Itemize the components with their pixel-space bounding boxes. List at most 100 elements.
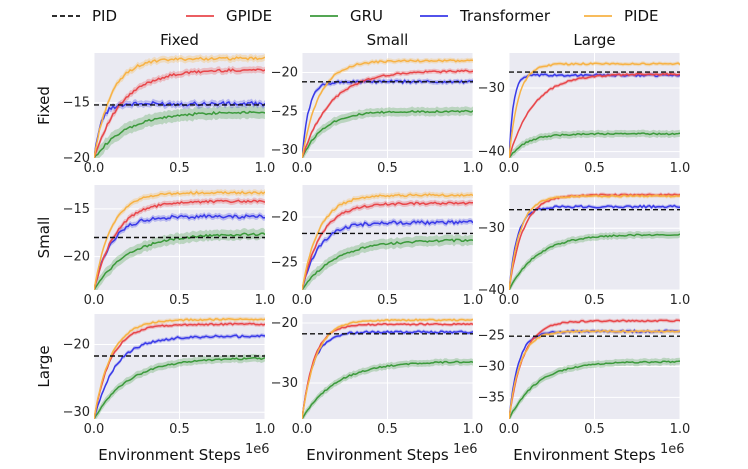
series-gru <box>302 360 473 419</box>
y-tick-label: −25 <box>271 104 298 119</box>
series-gpide <box>94 67 265 158</box>
series-pide <box>94 317 265 419</box>
panel-large-0: −20 −30 0.0 0.5 1.0 Large Environment Steps 1e6 <box>35 314 275 464</box>
y-tick-label: −20 <box>63 151 90 166</box>
band-gru <box>302 106 473 158</box>
panel-small-2: −30 −400.0 0.5 1.0 <box>478 185 691 308</box>
band-gru <box>94 354 265 419</box>
x-axis-label: Environment Steps <box>98 446 241 464</box>
legend-label-pid: PID <box>92 7 117 25</box>
column-title: Large <box>573 31 615 49</box>
y-tick-label: −15 <box>63 202 90 217</box>
y-tick-label: −40 <box>478 283 505 298</box>
x-axis-label: Environment Steps <box>306 446 449 464</box>
series-transformer <box>302 330 473 419</box>
series-gpide <box>94 322 265 419</box>
x-tick-label: 1.0 <box>463 422 484 437</box>
series-gpide <box>509 72 680 158</box>
series-gru <box>509 360 680 419</box>
column-title: Small <box>367 31 409 49</box>
series-transformer <box>94 100 265 158</box>
x-tick-label: 0.5 <box>169 422 190 437</box>
plot-area <box>509 61 680 158</box>
plot-area <box>94 316 265 419</box>
x-tick-label: 1.0 <box>255 161 276 176</box>
y-tick-label: −40 <box>478 145 505 160</box>
row-title: Large <box>35 345 53 387</box>
y-tick-label: −15 <box>63 96 90 111</box>
y-tick-label: −20 <box>63 250 90 265</box>
x-tick-label: 1.0 <box>670 293 691 308</box>
x-tick-label: 0.5 <box>584 422 605 437</box>
y-tick-label: −20 <box>271 210 298 225</box>
plot-area <box>509 192 680 290</box>
band-transformer <box>302 78 473 158</box>
series-transformer <box>94 334 265 419</box>
legend-label-transformer: Transformer <box>459 7 551 25</box>
x-tick-label: 1.0 <box>463 161 484 176</box>
series-gru <box>94 232 265 290</box>
x-tick-label: 0.5 <box>169 161 190 176</box>
band-gru <box>94 227 265 290</box>
row-title: Small <box>35 217 53 259</box>
series-gpide <box>302 201 473 290</box>
panel-small-1: −20 −25 0.0 0.5 1.0 <box>271 185 484 308</box>
x-tick-label: 0.5 <box>584 293 605 308</box>
band-gru <box>302 358 473 419</box>
series-pide <box>94 190 265 290</box>
series-transformer <box>302 79 473 158</box>
column-title: Fixed <box>160 31 199 49</box>
y-tick-label: −25 <box>478 329 505 344</box>
y-tick-label: −20 <box>271 65 298 80</box>
panel-large-1: −20 −30 0.0 0.5 1.0 Environment Steps 1e6 <box>271 314 484 464</box>
series-pide <box>302 59 473 158</box>
x-tick-label: 1.0 <box>255 293 276 308</box>
x-scale-label: 1e6 <box>245 442 270 457</box>
y-tick-label: −20 <box>63 337 90 352</box>
x-tick-label: 0.0 <box>499 422 520 437</box>
x-tick-label: 0.5 <box>377 422 398 437</box>
x-tick-label: 1.0 <box>463 293 484 308</box>
band-gru <box>509 357 680 419</box>
x-tick-label: 1.0 <box>670 161 691 176</box>
y-tick-label: −30 <box>478 360 505 375</box>
panel-small-0: −15 −20 0.0 0.5 1.0 Small <box>35 185 275 308</box>
y-tick-label: −30 <box>271 143 298 158</box>
series-pide <box>94 56 265 158</box>
plot-area <box>302 191 473 290</box>
x-tick-label: 0.5 <box>377 161 398 176</box>
x-tick-label: 0.0 <box>499 161 520 176</box>
series-pide <box>509 329 680 419</box>
x-tick-label: 0.0 <box>499 293 520 308</box>
series-gru <box>509 132 680 158</box>
legend-label-pide: PIDE <box>624 7 659 25</box>
series-pide <box>509 194 680 290</box>
x-tick-label: 0.5 <box>377 293 398 308</box>
legend-label-gpide: GPIDE <box>226 7 272 25</box>
x-tick-label: 1.0 <box>670 422 691 437</box>
legend-label-gru: GRU <box>350 7 383 25</box>
panel-large-2: −25 −30 −35 0.0 0.5 1.0 Environment Steps 1e6 <box>478 314 691 464</box>
y-tick-label: −30 <box>478 221 505 236</box>
panel-fixed-0: −15 −200.0 0.5 1.0 Fixed Fixed <box>35 31 275 176</box>
plot-area <box>94 53 265 158</box>
x-tick-label: 0.5 <box>169 293 190 308</box>
y-tick-label: −25 <box>271 256 298 271</box>
panel-fixed-2: −30 −400.0 0.5 1.0 Large <box>478 31 691 176</box>
series-gru <box>509 233 680 290</box>
x-tick-label: 0.0 <box>84 422 105 437</box>
series-gru <box>302 238 473 290</box>
series-gpide <box>302 69 473 158</box>
y-tick-label: −35 <box>478 390 505 405</box>
band-gru <box>509 230 680 290</box>
series-gpide <box>509 319 680 419</box>
series-gpide <box>94 199 265 290</box>
plot-area <box>302 317 473 419</box>
row-title: Fixed <box>35 86 53 125</box>
series-gru <box>94 110 265 158</box>
y-tick-label: −30 <box>478 81 505 96</box>
x-tick-label: 0.0 <box>84 293 105 308</box>
series-gru <box>302 109 473 158</box>
series-pide <box>509 62 680 158</box>
